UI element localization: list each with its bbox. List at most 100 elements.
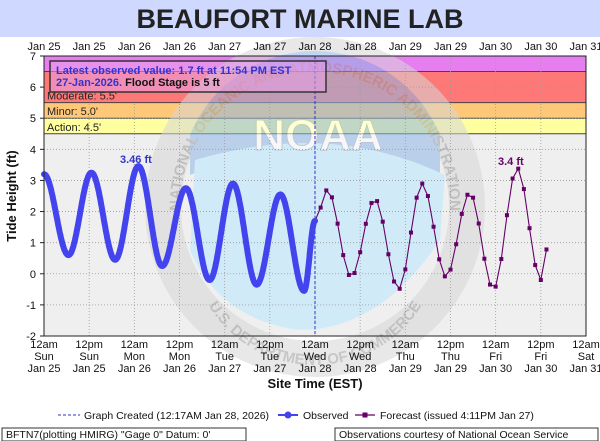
forecast-point — [386, 252, 391, 257]
forecast-point — [346, 272, 351, 277]
forecast-point — [499, 257, 504, 261]
forecast-point — [363, 221, 368, 226]
header-band — [0, 0, 600, 37]
forecast-point — [437, 257, 442, 262]
flood-band-label-minor: Minor: 5.0' — [47, 106, 98, 118]
bottom-date-label: Jan 31 — [569, 363, 600, 375]
bottom-date-label: Jan 29 — [389, 363, 422, 375]
forecast-point — [324, 188, 329, 193]
bottom-time-label: 12pm — [527, 339, 555, 351]
forecast-point — [392, 279, 397, 284]
observed-peak-label: 3.46 ft — [120, 154, 152, 166]
top-date-label: Jan 25 — [73, 41, 106, 53]
top-date-label: Jan 30 — [479, 41, 512, 53]
forecast-point — [493, 284, 498, 289]
observed-point — [301, 288, 307, 294]
top-date-label: Jan 28 — [344, 41, 377, 53]
forecast-point — [442, 274, 447, 279]
forecast-point — [358, 250, 363, 255]
forecast-point — [369, 200, 374, 205]
bottom-day-label: Sun — [34, 351, 54, 363]
forecast-point — [538, 278, 543, 282]
footer-right-box — [334, 427, 599, 441]
forecast-point — [414, 195, 419, 200]
forecast-point — [521, 187, 526, 192]
legend-observed-marker — [284, 411, 292, 419]
bottom-time-label: 12am — [211, 339, 239, 351]
bottom-date-label: Jan 30 — [524, 363, 557, 375]
observed-point — [88, 170, 94, 176]
legend: Graph Created (12:17AM Jan 28, 2026) Obs… — [58, 410, 534, 422]
forecast-point — [454, 242, 459, 247]
forecast-point — [533, 263, 538, 268]
forecast-point — [482, 256, 487, 261]
bottom-time-label: 12pm — [166, 339, 194, 351]
observed-point — [277, 191, 283, 197]
chart-title: BEAUFORT MARINE LAB — [137, 4, 464, 34]
y-tick-label: 4 — [30, 144, 36, 156]
bottom-time-label: 12am — [301, 339, 329, 351]
bottom-date-label: Jan 25 — [27, 363, 60, 375]
observed-point — [135, 163, 141, 169]
bottom-day-label: Fri — [489, 351, 502, 363]
bottom-time-label: 12am — [482, 339, 510, 351]
observed-point — [183, 185, 189, 191]
latest-observed-line2: 27-Jan-2026. Flood Stage is 5 ft — [56, 77, 220, 89]
bottom-date-label: Jan 25 — [73, 363, 106, 375]
observed-point — [230, 181, 236, 187]
bottom-date-label: Jan 26 — [163, 363, 196, 375]
observed-point — [207, 277, 213, 283]
latest-observed-box: Latest observed value: 1.7 ft at 11:54 P… — [49, 60, 327, 93]
tide-series — [41, 163, 549, 294]
bottom-day-label: Wed — [349, 351, 371, 363]
forecast-point — [516, 166, 521, 171]
bottom-date-label: Jan 30 — [479, 363, 512, 375]
forecast-point — [318, 205, 323, 210]
footer-left: BFTN7(plotting HMIRG) "Gage 0" Datum: 0' — [6, 429, 210, 441]
forecast-point — [459, 211, 464, 216]
forecast-point — [471, 195, 476, 200]
forecast-point — [448, 267, 453, 272]
forecast-point — [335, 221, 340, 226]
forecast-peak-label: 3.4 ft — [498, 156, 524, 168]
observed-point — [254, 282, 260, 288]
bottom-date-label: Jan 28 — [344, 363, 377, 375]
bottom-day-label: Sun — [79, 351, 99, 363]
bottom-date-label: Jan 29 — [434, 363, 467, 375]
y-tick-label: 6 — [30, 82, 36, 94]
y-tick-label: 7 — [30, 51, 36, 63]
bottom-date-label: Jan 27 — [253, 363, 286, 375]
bottom-time-label: 12am — [572, 339, 600, 351]
y-tick-label: 2 — [30, 207, 36, 219]
top-date-label: Jan 28 — [298, 41, 331, 53]
top-date-label: Jan 27 — [208, 41, 241, 53]
bottom-date-label: Jan 28 — [298, 363, 331, 375]
footer-left-box — [1, 427, 247, 441]
y-tick-label: -1 — [26, 300, 36, 312]
latest-observed-line1: Latest observed value: 1.7 ft at 11:54 P… — [56, 65, 292, 77]
flood-band-label-action: Action: 4.5' — [47, 122, 101, 134]
bottom-day-label: Thu — [396, 351, 415, 363]
top-date-label: Jan 27 — [253, 41, 286, 53]
forecast-point — [380, 219, 385, 224]
y-axis-ticks: -2 -1 0 1 2 3 4 5 6 7 — [26, 51, 44, 343]
forecast-point — [544, 247, 549, 252]
top-date-label: Jan 26 — [118, 41, 151, 53]
forecast-point — [476, 221, 481, 226]
observed-point — [65, 252, 71, 258]
top-date-labels: Jan 25 Jan 25 Jan 26 Jan 26 Jan 27 Jan 27 Jan … — [27, 41, 600, 53]
bottom-time-label: 12am — [121, 339, 149, 351]
y-tick-label: 3 — [30, 175, 36, 187]
forecast-point — [465, 192, 470, 197]
forecast-point — [341, 253, 346, 258]
bottom-day-label: Mon — [124, 351, 145, 363]
y-axis-label: Tide Height (ft) — [4, 150, 19, 241]
forecast-point — [431, 224, 436, 229]
bottom-time-label: 12pm — [75, 339, 103, 351]
forecast-point — [510, 176, 515, 181]
plot-border — [43, 55, 587, 337]
forecast-point — [504, 213, 509, 218]
forecast-point — [527, 226, 532, 231]
